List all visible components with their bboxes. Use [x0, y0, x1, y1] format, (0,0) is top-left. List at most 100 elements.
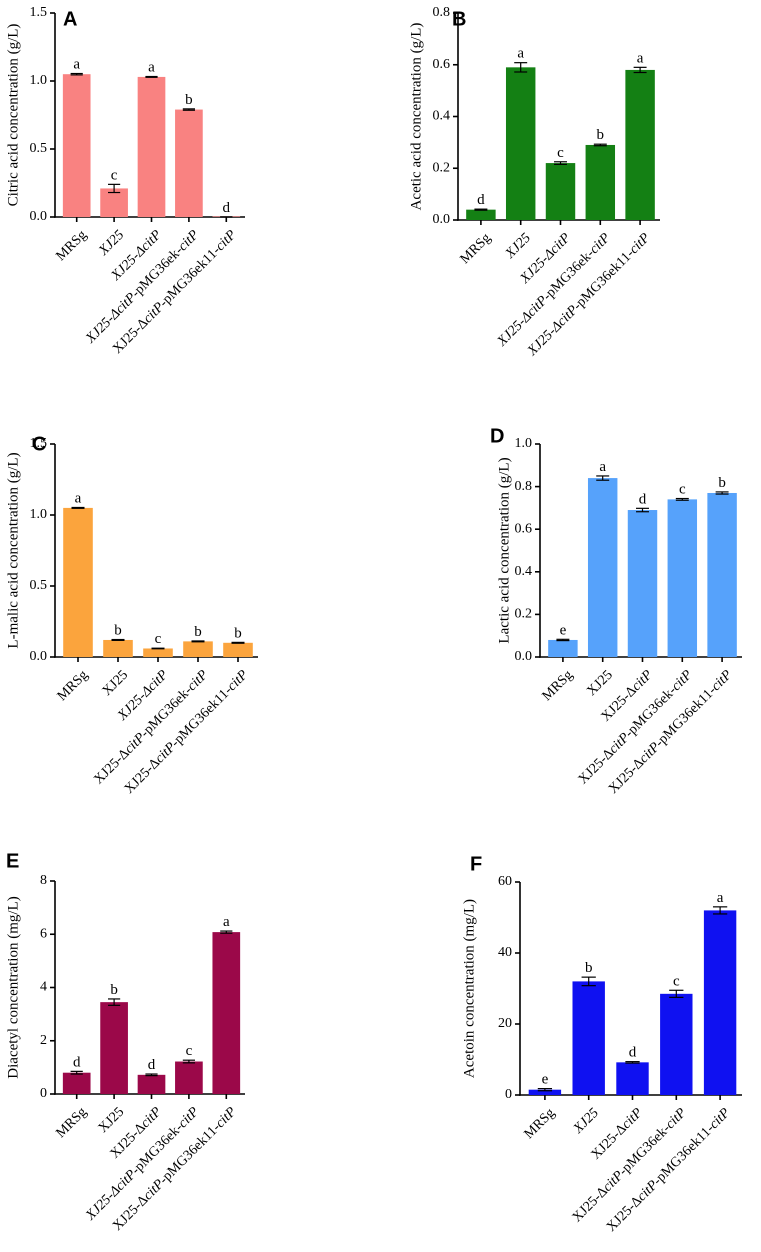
bar	[62, 1072, 91, 1094]
significance-letter: a	[75, 490, 82, 506]
y-tick-label: 0.0	[433, 212, 451, 227]
bar	[585, 144, 616, 220]
bar	[625, 69, 655, 220]
y-axis-label: L-malic acid concentration (g/L)	[5, 452, 21, 648]
y-tick-label: 0.8	[515, 479, 533, 494]
bar	[616, 1062, 649, 1095]
significance-letter: b	[585, 960, 593, 976]
x-category-label: MRSg	[457, 230, 493, 266]
significance-letter: d	[639, 491, 647, 507]
significance-letter: c	[155, 631, 162, 647]
bar	[212, 932, 241, 1094]
chart-panel-e: E Diacetyl concentration (mg/L) 0 2 4 6 8 d MRSg…	[5, 850, 245, 1234]
chart-panel-d: D Lactic acid concentration (g/L)0.0 0.2 0.…	[490, 425, 742, 797]
x-category-label: XJ25	[96, 1104, 128, 1136]
bar	[505, 67, 536, 221]
chart-panel-b: B Acetic acid concentration (g/L) 0.0 0.2 0.…	[408, 5, 660, 359]
x-category-label: XJ25	[584, 667, 616, 699]
significance-letter: d	[223, 200, 231, 216]
y-tick-label: 1.0	[30, 73, 48, 88]
significance-letter: a	[148, 60, 155, 76]
bar	[466, 209, 496, 220]
bar	[707, 492, 737, 657]
bar	[667, 499, 698, 657]
bar	[528, 1089, 562, 1095]
significance-letter: e	[542, 1072, 549, 1088]
x-category-label: XJ25	[502, 230, 534, 262]
bar	[183, 641, 213, 657]
panel-letter: B	[452, 8, 466, 30]
y-tick-label: 0.5	[30, 141, 48, 156]
significance-letter: d	[148, 1057, 156, 1073]
chart-panel-f: F Acetoin concentration (mg/L) 0 20 40 60 e MRS…	[461, 853, 742, 1235]
x-category-label: MRSg	[53, 227, 89, 263]
bar	[587, 478, 618, 657]
bar	[143, 648, 173, 657]
significance-letter: c	[186, 1043, 193, 1059]
bar	[572, 981, 605, 1095]
y-tick-label: 1.5	[30, 436, 48, 451]
significance-letter: a	[637, 50, 644, 66]
y-tick-label: 0.0	[515, 649, 533, 664]
bar	[627, 510, 658, 657]
significance-letter: c	[111, 167, 118, 183]
y-tick-label: 0.0	[30, 649, 48, 664]
bar	[660, 993, 693, 1095]
significance-letter: b	[185, 92, 193, 108]
y-axis-label: Lactic acid concentration (g/L)	[496, 457, 512, 643]
significance-letter: e	[560, 622, 567, 638]
bar	[62, 74, 91, 217]
y-axis-label: Citric acid concentration (g/L)	[5, 24, 21, 207]
significance-letter: a	[717, 890, 724, 906]
y-tick-label: 0.4	[433, 109, 451, 124]
y-tick-label: 0.8	[433, 5, 451, 20]
bar	[63, 507, 93, 657]
y-tick-label: 0.0	[30, 209, 48, 224]
significance-letter: c	[679, 482, 686, 498]
x-category-label: MRSg	[53, 1104, 89, 1140]
y-tick-label: 20	[498, 1016, 512, 1031]
bar	[175, 1061, 203, 1094]
y-tick-label: 4	[40, 980, 47, 995]
y-tick-label: 1.5	[30, 5, 48, 20]
significance-letter: c	[557, 145, 564, 161]
y-tick-label: 60	[498, 874, 512, 889]
x-category-label: MRSg	[539, 667, 575, 703]
panel-letter: D	[490, 425, 504, 447]
y-tick-label: 1.0	[515, 436, 533, 451]
bar	[137, 1074, 166, 1094]
bar	[545, 163, 576, 220]
y-tick-label: 0.5	[30, 578, 48, 593]
chart-panel-a: A Citric acid concentration (g/L) 0.0 0.5 1.…	[5, 5, 245, 357]
y-tick-label: 0.2	[515, 607, 533, 622]
significance-letter: a	[223, 914, 230, 930]
chart-panel-c: C L-malic acid concentration (g/L) 0.0 0.5 1…	[5, 433, 258, 797]
significance-letter: b	[234, 625, 242, 641]
y-tick-label: 8	[40, 873, 47, 888]
panel-letter: A	[63, 8, 77, 30]
x-category-label: XJ25	[570, 1105, 602, 1137]
significance-letter: a	[517, 46, 524, 62]
bar	[548, 639, 578, 657]
y-tick-label: 0.6	[515, 521, 533, 536]
significance-letter: b	[194, 624, 202, 640]
significance-letter: a	[599, 459, 606, 475]
y-tick-label: 1.0	[30, 507, 48, 522]
significance-letter: d	[629, 1045, 637, 1061]
bar	[137, 76, 166, 217]
y-tick-label: 6	[40, 926, 47, 941]
bar	[103, 639, 133, 657]
bar	[100, 1002, 128, 1094]
panel-letter: E	[6, 850, 19, 872]
y-tick-label: 0	[40, 1086, 47, 1101]
y-axis-label: Diacetyl concentration (mg/L)	[5, 896, 21, 1078]
bar	[175, 109, 203, 217]
bar	[703, 910, 737, 1095]
significance-letter: c	[673, 973, 680, 989]
y-tick-label: 0.4	[515, 564, 533, 579]
y-axis-label: Acetoin concentration (mg/L)	[461, 899, 477, 1078]
significance-letter: b	[597, 127, 605, 143]
y-axis-label: Acetic acid concentration (g/L)	[408, 23, 424, 211]
y-tick-label: 0.2	[433, 160, 451, 175]
